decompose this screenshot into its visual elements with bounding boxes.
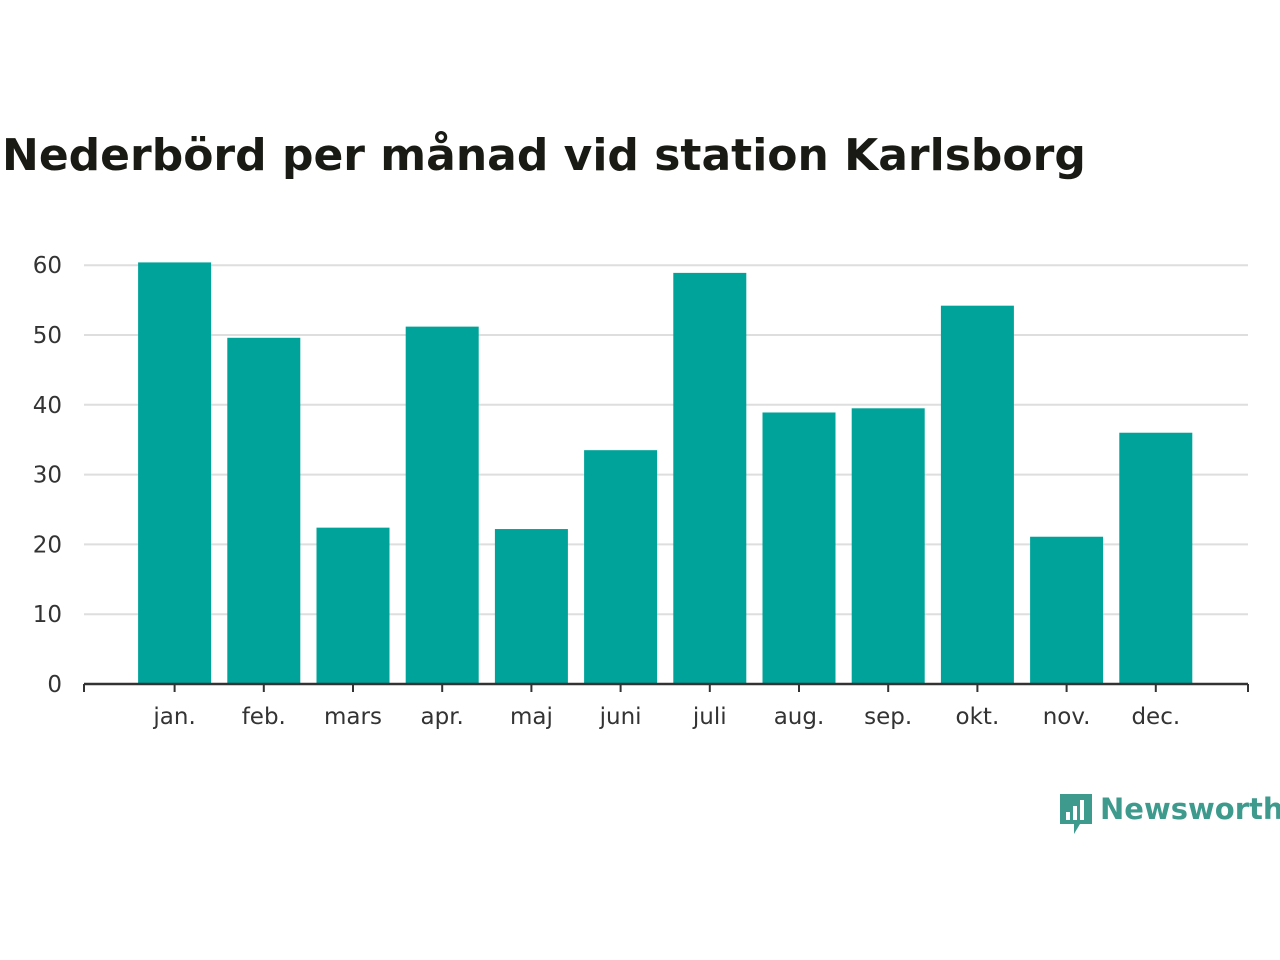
bar-nov: [1030, 536, 1104, 684]
x-tick-label: okt.: [956, 704, 1000, 730]
y-tick-label: 10: [33, 602, 62, 628]
x-tick-label: feb.: [242, 704, 286, 730]
bar-mars: [316, 527, 390, 684]
x-tick-label: aug.: [774, 704, 825, 730]
y-tick-label: 60: [33, 253, 62, 279]
x-axis: [83, 682, 1249, 692]
x-tick-label: juli: [692, 704, 727, 730]
x-tick-label: mars: [324, 704, 382, 730]
x-tick-label: dec.: [1131, 704, 1180, 730]
chart-title: Nederbörd per månad vid station Karlsbor…: [2, 130, 1086, 181]
y-tick-label: 40: [33, 393, 62, 419]
brand-name: Newsworthy: [1100, 792, 1280, 826]
bar-jan: [138, 262, 212, 684]
bar-aug: [762, 412, 836, 684]
x-tick-label: maj: [510, 704, 553, 730]
bars: [138, 262, 1193, 684]
x-tick-label: juni: [599, 704, 642, 730]
bar-okt: [940, 305, 1014, 684]
bar-juli: [673, 272, 747, 684]
bar-sep: [851, 408, 925, 684]
x-tick-label: nov.: [1043, 704, 1091, 730]
x-tick-label: sep.: [864, 704, 912, 730]
bar-juni: [584, 450, 658, 684]
bar-dec: [1119, 432, 1193, 684]
x-axis-tick-labels: jan. feb. mars apr. maj juni juli aug. sep. okt. n…: [152, 704, 1180, 730]
x-tick-label: apr.: [421, 704, 464, 730]
y-tick-label: 30: [33, 463, 62, 489]
y-tick-label: 0: [47, 672, 62, 698]
brand-logo: Newsworthy: [1058, 790, 1280, 838]
x-tick-label: jan.: [152, 704, 195, 730]
newsworthy-logo-icon: [1060, 794, 1092, 834]
y-tick-label: 50: [33, 323, 62, 349]
y-axis-tick-labels: 0 10 20 30 40 50 60: [33, 253, 62, 698]
bar-feb: [227, 337, 301, 684]
bar-apr: [405, 326, 479, 684]
y-tick-label: 20: [33, 532, 62, 558]
bar-maj: [494, 529, 568, 684]
